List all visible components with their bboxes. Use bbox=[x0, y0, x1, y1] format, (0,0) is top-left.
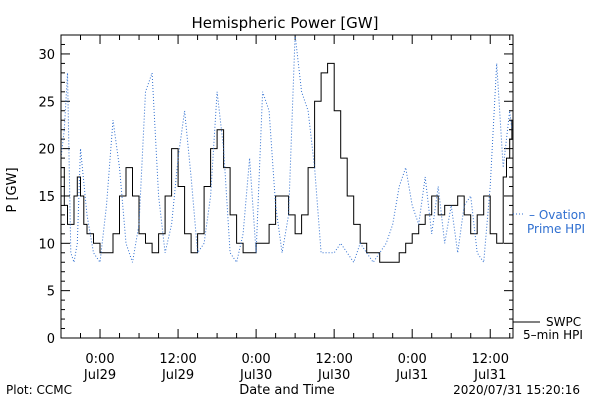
x-axis-label: Date and Time bbox=[239, 383, 335, 398]
legend-ovation-line1: – Ovation bbox=[529, 208, 586, 222]
y-tick-label: 20 bbox=[38, 143, 55, 158]
x-tick-label-time: 0:00 bbox=[398, 352, 427, 367]
y-tick-labels: 0 5 10 15 20 25 30 bbox=[38, 48, 55, 347]
legend-swpc-line2: 5–min HPI bbox=[523, 328, 583, 342]
x-tick-label-date: Jul29 bbox=[161, 368, 194, 383]
x-tick-label-time: 12:00 bbox=[472, 352, 509, 367]
y-tick-label: 10 bbox=[38, 237, 55, 252]
x-tick-label-date: Jul30 bbox=[317, 368, 350, 383]
legend-ovation-line2: Prime HPI bbox=[527, 222, 585, 236]
plot-timestamp: 2020/07/31 15:20:16 bbox=[453, 383, 580, 397]
x-tick-label-date: Jul31 bbox=[473, 368, 506, 383]
x-ticks bbox=[60, 35, 511, 338]
y-axis-label: P [GW] bbox=[5, 167, 20, 212]
x-axis: 0:00Jul2912:00Jul290:00Jul3012:00Jul300:… bbox=[60, 35, 511, 398]
y-tick-label: 5 bbox=[47, 285, 55, 300]
chart-title: Hemispheric Power [GW] bbox=[192, 14, 379, 32]
plot-series bbox=[60, 34, 513, 264]
y-tick-label: 30 bbox=[38, 48, 55, 63]
y-axis: 0 5 10 15 20 25 30 P [GW] bbox=[5, 34, 513, 347]
series-swpc-5min-hpi-line bbox=[61, 62, 513, 263]
y-ticks bbox=[61, 34, 513, 339]
y-tick-label: 0 bbox=[47, 332, 55, 347]
x-tick-label-time: 12:00 bbox=[159, 352, 196, 367]
x-tick-label-date: Jul31 bbox=[395, 368, 428, 383]
x-tick-label-time: 0:00 bbox=[85, 352, 114, 367]
plot-credit: Plot: CCMC bbox=[6, 383, 72, 397]
y-tick-label: 15 bbox=[38, 190, 55, 205]
x-tick-label-date: Jul30 bbox=[239, 368, 272, 383]
series-ovation-prime-hpi-line bbox=[60, 34, 513, 264]
legend: – Ovation Prime HPI SWPC 5–min HPI bbox=[513, 208, 586, 342]
y-tick-label: 25 bbox=[38, 95, 55, 110]
plot-frame bbox=[60, 34, 514, 339]
x-tick-label-date: Jul29 bbox=[83, 368, 116, 383]
x-tick-labels: 0:00Jul2912:00Jul290:00Jul3012:00Jul300:… bbox=[83, 352, 509, 383]
x-tick-label-time: 12:00 bbox=[315, 352, 352, 367]
legend-swpc-line1: SWPC bbox=[546, 315, 581, 329]
x-tick-label-time: 0:00 bbox=[242, 352, 271, 367]
